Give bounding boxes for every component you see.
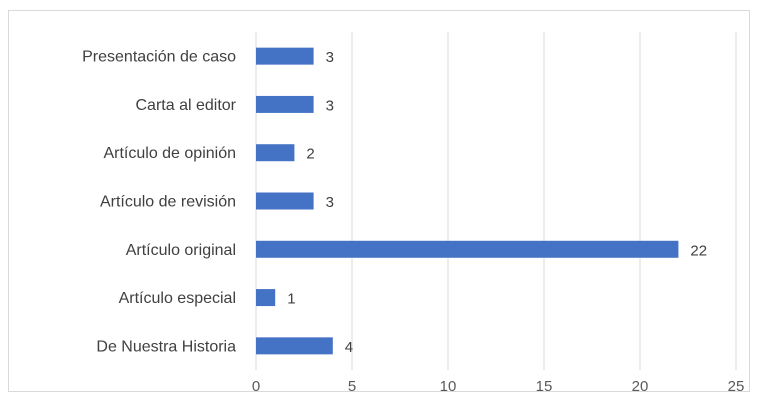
gridlines [255,32,737,370]
x-tick-label: 15 [536,378,553,395]
bar [256,47,314,65]
data-label: 3 [326,97,334,114]
bar [256,95,314,113]
x-tick-label: 10 [440,378,457,395]
data-label: 3 [326,49,334,66]
chart-frame [8,10,750,392]
bar [256,144,295,162]
data-label: 2 [306,146,314,163]
x-tick-label: 20 [632,378,649,395]
data-label: 1 [287,291,295,308]
bar [256,192,314,210]
category-label: Carta al editor [136,97,237,114]
category-label: Presentación de caso [82,49,236,66]
x-tick-label: 25 [728,378,745,395]
data-label: 3 [326,194,334,211]
data-label: 22 [690,242,707,259]
bar [256,289,276,307]
category-label: Artículo especial [119,290,236,307]
data-labels: 3 3 2 3 22 1 4 [287,49,707,356]
category-labels: Presentación de caso Carta al editor Artíc… [82,49,237,356]
x-tick-labels: 0 5 10 15 20 25 [252,378,745,395]
category-label: Artículo de revisión [100,194,236,211]
data-label: 4 [345,339,353,356]
x-tick-label: 0 [252,378,260,395]
bar [256,240,679,258]
bar [256,337,333,355]
x-tick-label: 5 [348,378,356,395]
category-label: De Nuestra Historia [96,338,236,355]
bars [256,47,679,355]
category-label: Artículo original [126,242,236,259]
category-label: Artículo de opinión [103,145,236,162]
